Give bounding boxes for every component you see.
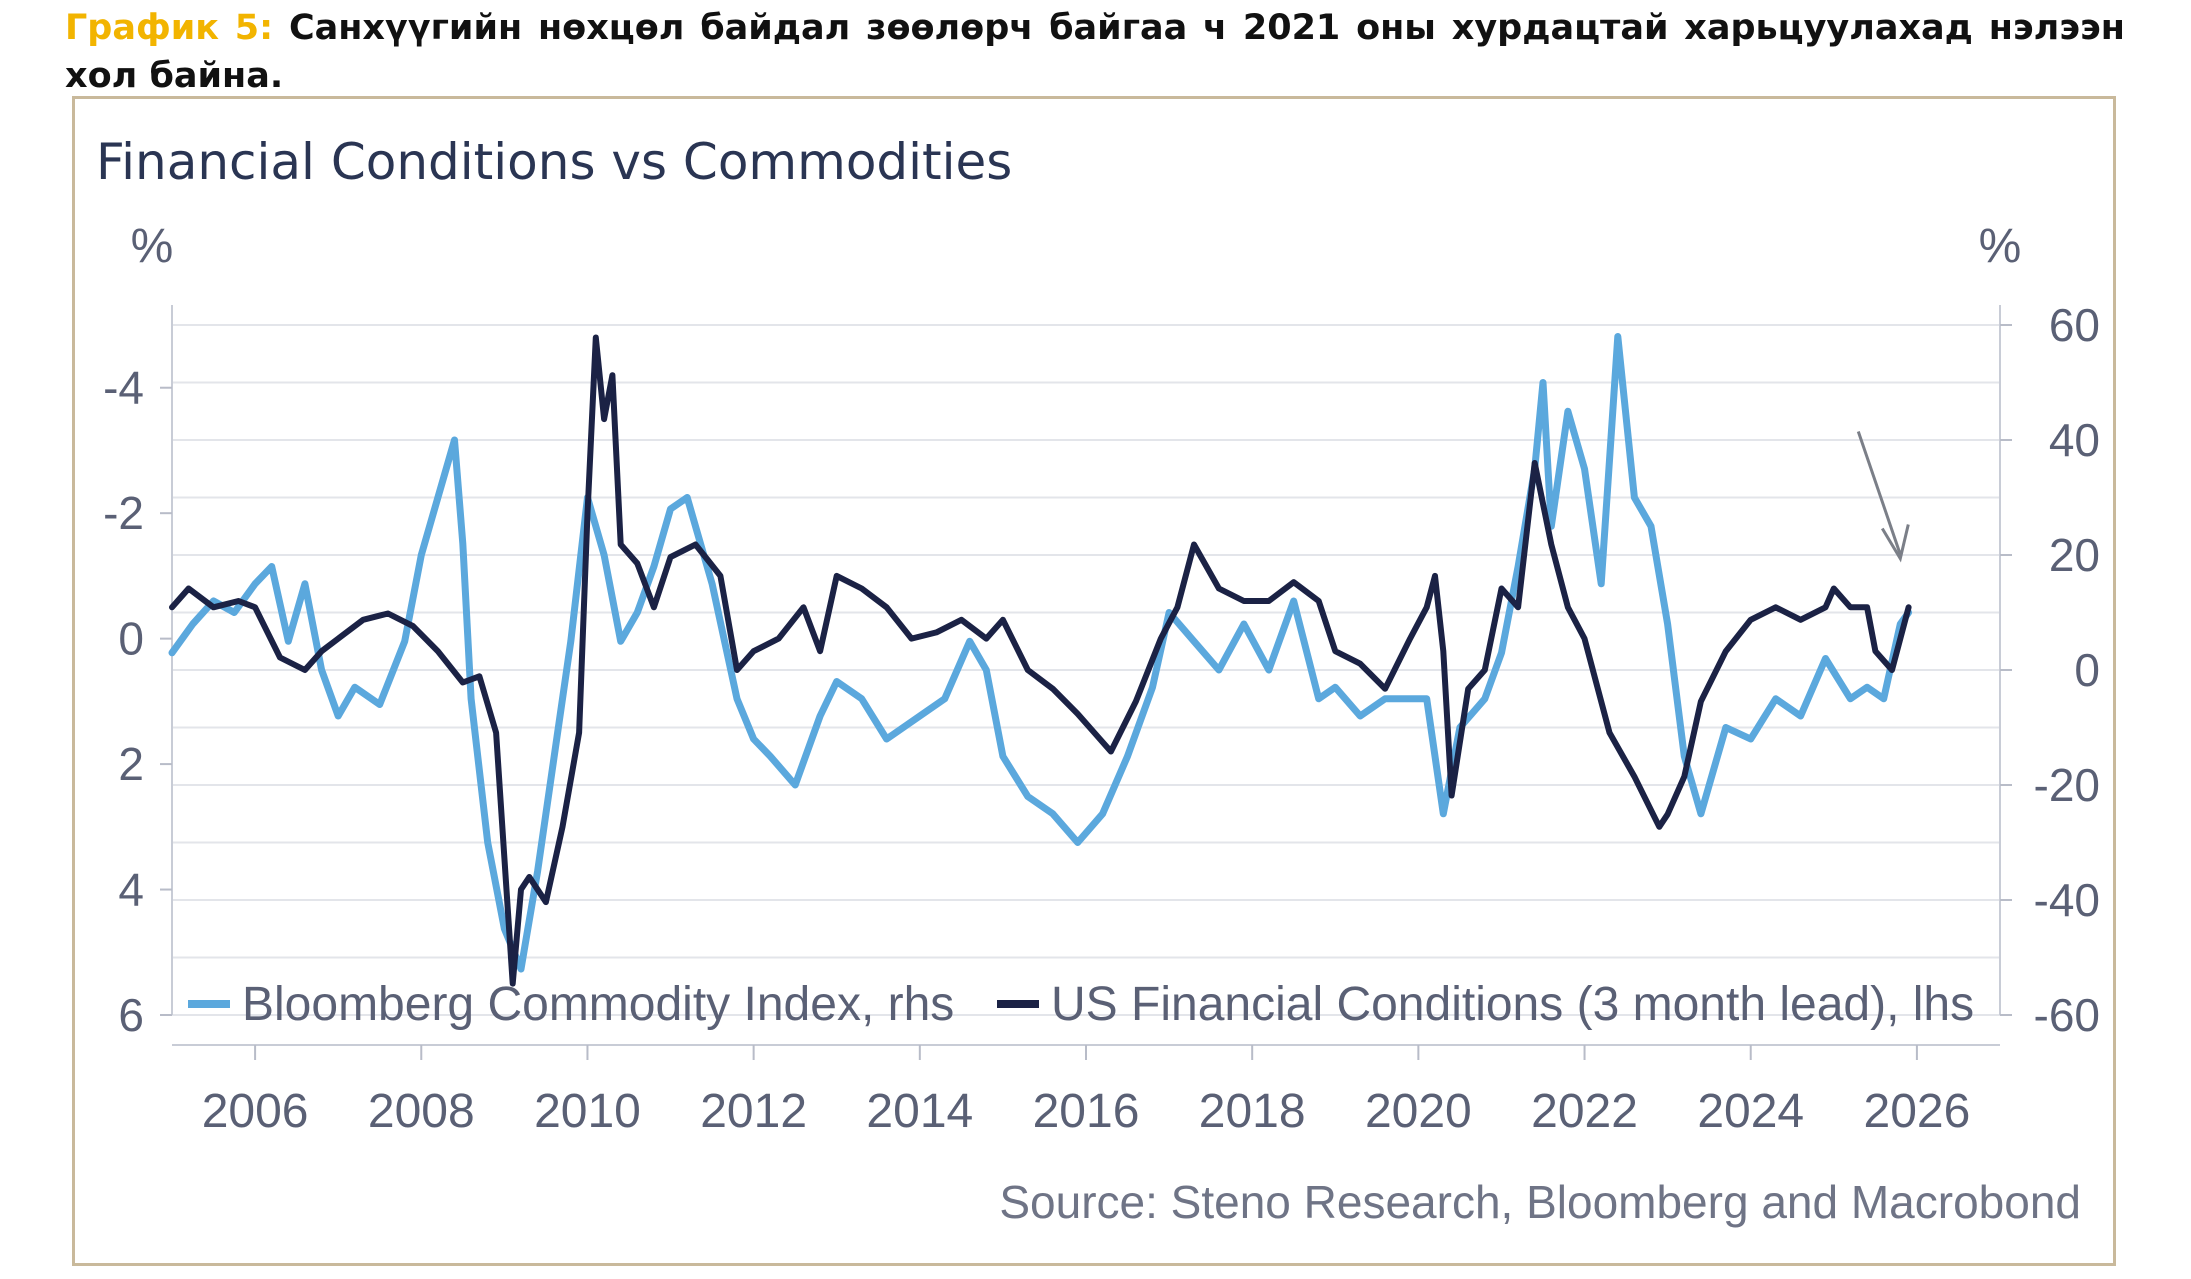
legend-label: US Financial Conditions (3 month lead), …	[1051, 978, 1974, 1031]
x-tick-label: 2008	[368, 1085, 475, 1138]
x-tick-label: 2022	[1531, 1085, 1638, 1138]
annotation-arrow-head	[1881, 524, 1910, 563]
left-tick-label: 6	[118, 989, 144, 1041]
grid-lines	[172, 324, 2000, 1016]
x-tick-label: 2014	[866, 1085, 973, 1138]
left-tick-label: 4	[118, 864, 144, 916]
chart-frame	[72, 96, 2116, 1266]
right-tick-label: 20	[2049, 529, 2100, 581]
x-tick-label: 2010	[534, 1085, 641, 1138]
right-axis-unit: %	[1979, 220, 2022, 273]
annotations	[1856, 431, 1910, 563]
x-tick-label: 2026	[1864, 1085, 1971, 1138]
left-axis-unit: %	[131, 220, 174, 273]
chart-title: Financial Conditions vs Commodities	[96, 133, 1013, 191]
figure-caption: График 5: Санхүүгийн нөхцөл байдал зөөлө…	[65, 4, 2125, 100]
right-tick-label: 60	[2049, 299, 2100, 351]
x-tick-label: 2012	[700, 1085, 807, 1138]
x-tick-label: 2018	[1199, 1085, 1306, 1138]
left-tick-label: 0	[118, 613, 144, 665]
commodity-index-line	[168, 333, 1913, 973]
right-tick-label: -20	[2034, 759, 2100, 811]
left-tick-label: -4	[103, 362, 144, 414]
left-tick-label: 2	[118, 738, 144, 790]
right-tick-label: -40	[2034, 874, 2100, 926]
legend: Bloomberg Commodity Index, rhs US Financi…	[188, 978, 1974, 1031]
annotation-arrow-shaft	[1856, 431, 1902, 555]
financial-conditions-line	[169, 334, 1912, 987]
source-note: Source: Steno Research, Bloomberg and Ma…	[999, 1176, 2081, 1228]
left-tick-label: -2	[103, 487, 144, 539]
figure-caption-text: Санхүүгийн нөхцөл байдал зөөлөрч байгаа …	[65, 8, 2125, 96]
legend-label: Bloomberg Commodity Index, rhs	[242, 978, 954, 1031]
right-tick-label: -60	[2034, 989, 2100, 1041]
right-tick-label: 40	[2049, 414, 2100, 466]
x-tick-label: 2024	[1697, 1085, 1804, 1138]
x-tick-label: 2020	[1365, 1085, 1472, 1138]
x-tick-label: 2016	[1033, 1085, 1140, 1138]
figure-caption-label: График 5:	[65, 8, 274, 48]
x-tick-label: 2006	[202, 1085, 309, 1138]
series-lines	[168, 333, 1913, 987]
right-tick-label: 0	[2074, 644, 2100, 696]
